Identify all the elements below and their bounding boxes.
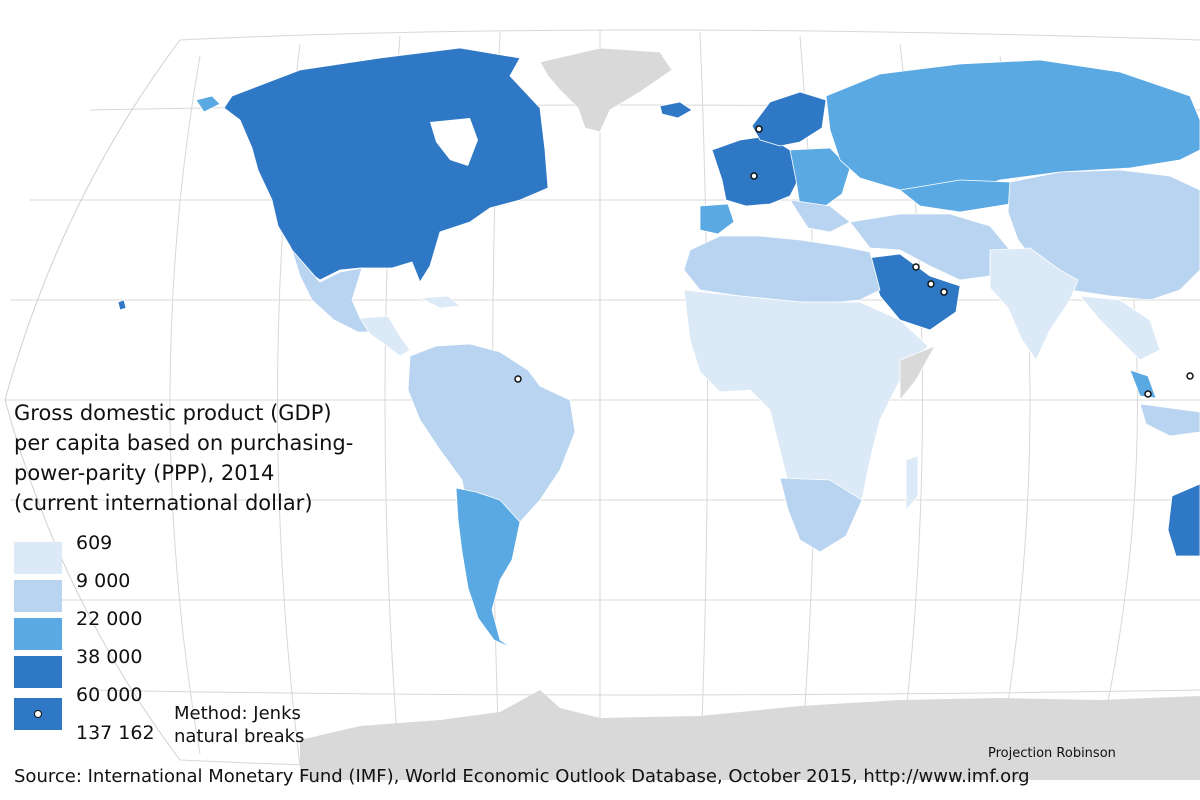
iceland — [659, 101, 693, 119]
argentina-chile — [455, 487, 521, 649]
marker-norway — [755, 125, 763, 133]
iberia — [699, 203, 735, 235]
legend-swatch-4 — [14, 656, 62, 688]
madagascar — [905, 455, 919, 512]
legend-break-5: 137 162 — [76, 722, 155, 744]
marker-singapore — [1144, 390, 1152, 398]
south-america — [407, 343, 576, 551]
marker-brunei — [1186, 372, 1194, 380]
alaska-island — [195, 95, 221, 113]
legend-dot-icon — [34, 710, 42, 718]
legend-class-3 — [14, 618, 84, 650]
legend-swatch-3 — [14, 618, 62, 650]
method-note: Method: Jenks natural breaks — [174, 702, 304, 748]
western-europe — [711, 135, 801, 207]
balkans — [789, 199, 851, 233]
countries — [117, 47, 1200, 780]
legend-break-3: 38 000 — [76, 646, 143, 668]
title-line-4: (current international dollar) — [14, 491, 313, 515]
legend-break-0: 609 — [76, 532, 113, 554]
caribbean — [418, 295, 461, 309]
legend-class-2 — [14, 580, 84, 612]
southeast-asia — [1079, 295, 1161, 361]
top-class-markers — [514, 125, 1194, 398]
russia — [825, 59, 1200, 197]
method-line-2: natural breaks — [174, 726, 305, 747]
title-line-3: power-parity (PPP), 2014 — [14, 461, 275, 485]
marker-luxembourg — [750, 172, 758, 180]
indonesia — [1139, 403, 1200, 437]
map-border — [4, 39, 181, 761]
north-africa — [683, 235, 881, 305]
southern-africa — [779, 477, 863, 553]
method-line-1: Method: Jenks — [174, 703, 301, 724]
legend-swatch-2 — [14, 580, 62, 612]
north-america — [223, 47, 549, 283]
india — [989, 247, 1079, 361]
title-line-1: Gross domestic product (GDP) — [14, 401, 332, 425]
legend-swatch-5 — [14, 698, 62, 730]
legend-swatch-1 — [14, 542, 62, 574]
legend-break-1: 9 000 — [76, 570, 131, 592]
source-note: Source: International Monetary Fund (IMF… — [14, 766, 1030, 787]
horn-of-africa — [899, 345, 936, 402]
hudson-bay — [430, 118, 478, 166]
marker-guyana — [514, 375, 522, 383]
marker-qatar — [927, 280, 935, 288]
legend-class-5 — [14, 698, 84, 730]
legend-break-4: 60 000 — [76, 684, 143, 706]
marker-uae — [940, 288, 948, 296]
projection-label: Projection Robinson — [988, 746, 1116, 761]
scandinavia — [751, 91, 827, 147]
malaysia — [1129, 369, 1157, 399]
antarctica — [300, 690, 1200, 780]
title-line-2: per capita based on purchasing- — [14, 431, 354, 455]
eastern-europe — [789, 147, 851, 211]
saudi-arabia — [867, 253, 961, 331]
marker-kuwait — [912, 263, 920, 271]
map-title: Gross domestic product (GDP) per capita … — [14, 398, 394, 518]
legend-class-4 — [14, 656, 84, 688]
legend-break-2: 22 000 — [76, 608, 143, 630]
australia — [1167, 483, 1200, 557]
greenland — [539, 47, 673, 133]
legend-class-1 — [14, 542, 84, 574]
hawaii — [117, 299, 127, 311]
central-america — [359, 315, 411, 357]
